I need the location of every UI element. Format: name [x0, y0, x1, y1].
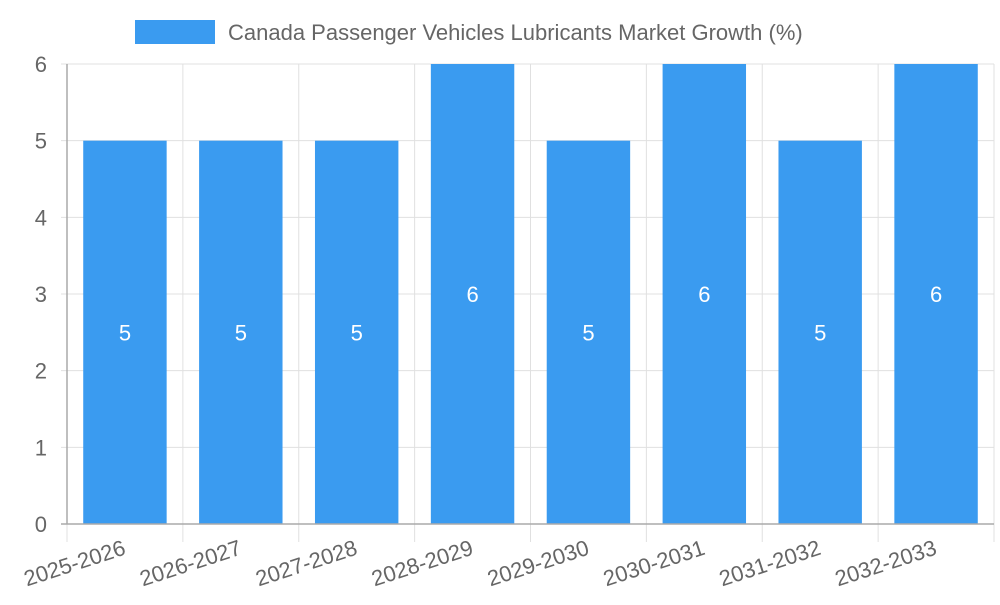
- x-tick-label: 2030-2031: [600, 535, 708, 591]
- bar-value-label: 5: [119, 320, 131, 345]
- bar-value-label: 5: [814, 320, 826, 345]
- bar[interactable]: [314, 140, 399, 524]
- legend-swatch[interactable]: [135, 20, 215, 44]
- bars: [83, 64, 978, 524]
- y-tick-label: 5: [35, 129, 47, 154]
- x-tick-label: 2028-2029: [368, 535, 476, 591]
- y-tick-label: 1: [35, 435, 47, 460]
- y-tick-label: 4: [35, 205, 47, 230]
- bar-value-label: 5: [582, 320, 594, 345]
- x-tick-label: 2025-2026: [21, 535, 129, 591]
- bar[interactable]: [662, 64, 747, 524]
- x-tick-label: 2029-2030: [484, 535, 592, 591]
- data-labels: 5 5 5 6 5 6 5 6: [119, 282, 942, 345]
- bar-value-label: 6: [698, 282, 710, 307]
- bar[interactable]: [546, 140, 631, 524]
- legend[interactable]: Canada Passenger Vehicles Lubricants Mar…: [135, 20, 803, 45]
- bar-value-label: 5: [351, 320, 363, 345]
- bar[interactable]: [430, 64, 515, 524]
- y-tick-label: 3: [35, 282, 47, 307]
- y-tick-label: 6: [35, 52, 47, 77]
- bar[interactable]: [199, 140, 283, 524]
- x-tick-label: 2031-2032: [716, 535, 824, 591]
- x-tick-label: 2026-2027: [137, 535, 245, 591]
- y-tick-label: 0: [35, 512, 47, 537]
- bar-value-label: 5: [235, 320, 247, 345]
- legend-label[interactable]: Canada Passenger Vehicles Lubricants Mar…: [228, 20, 803, 45]
- y-tick-label: 2: [35, 359, 47, 384]
- bar[interactable]: [778, 140, 862, 524]
- bar[interactable]: [894, 64, 978, 524]
- bar-value-label: 6: [466, 282, 478, 307]
- x-tick-label: 2032-2033: [832, 535, 940, 591]
- bar-value-label: 6: [930, 282, 942, 307]
- x-tick-label: 2027-2028: [252, 535, 360, 591]
- bar[interactable]: [83, 140, 167, 524]
